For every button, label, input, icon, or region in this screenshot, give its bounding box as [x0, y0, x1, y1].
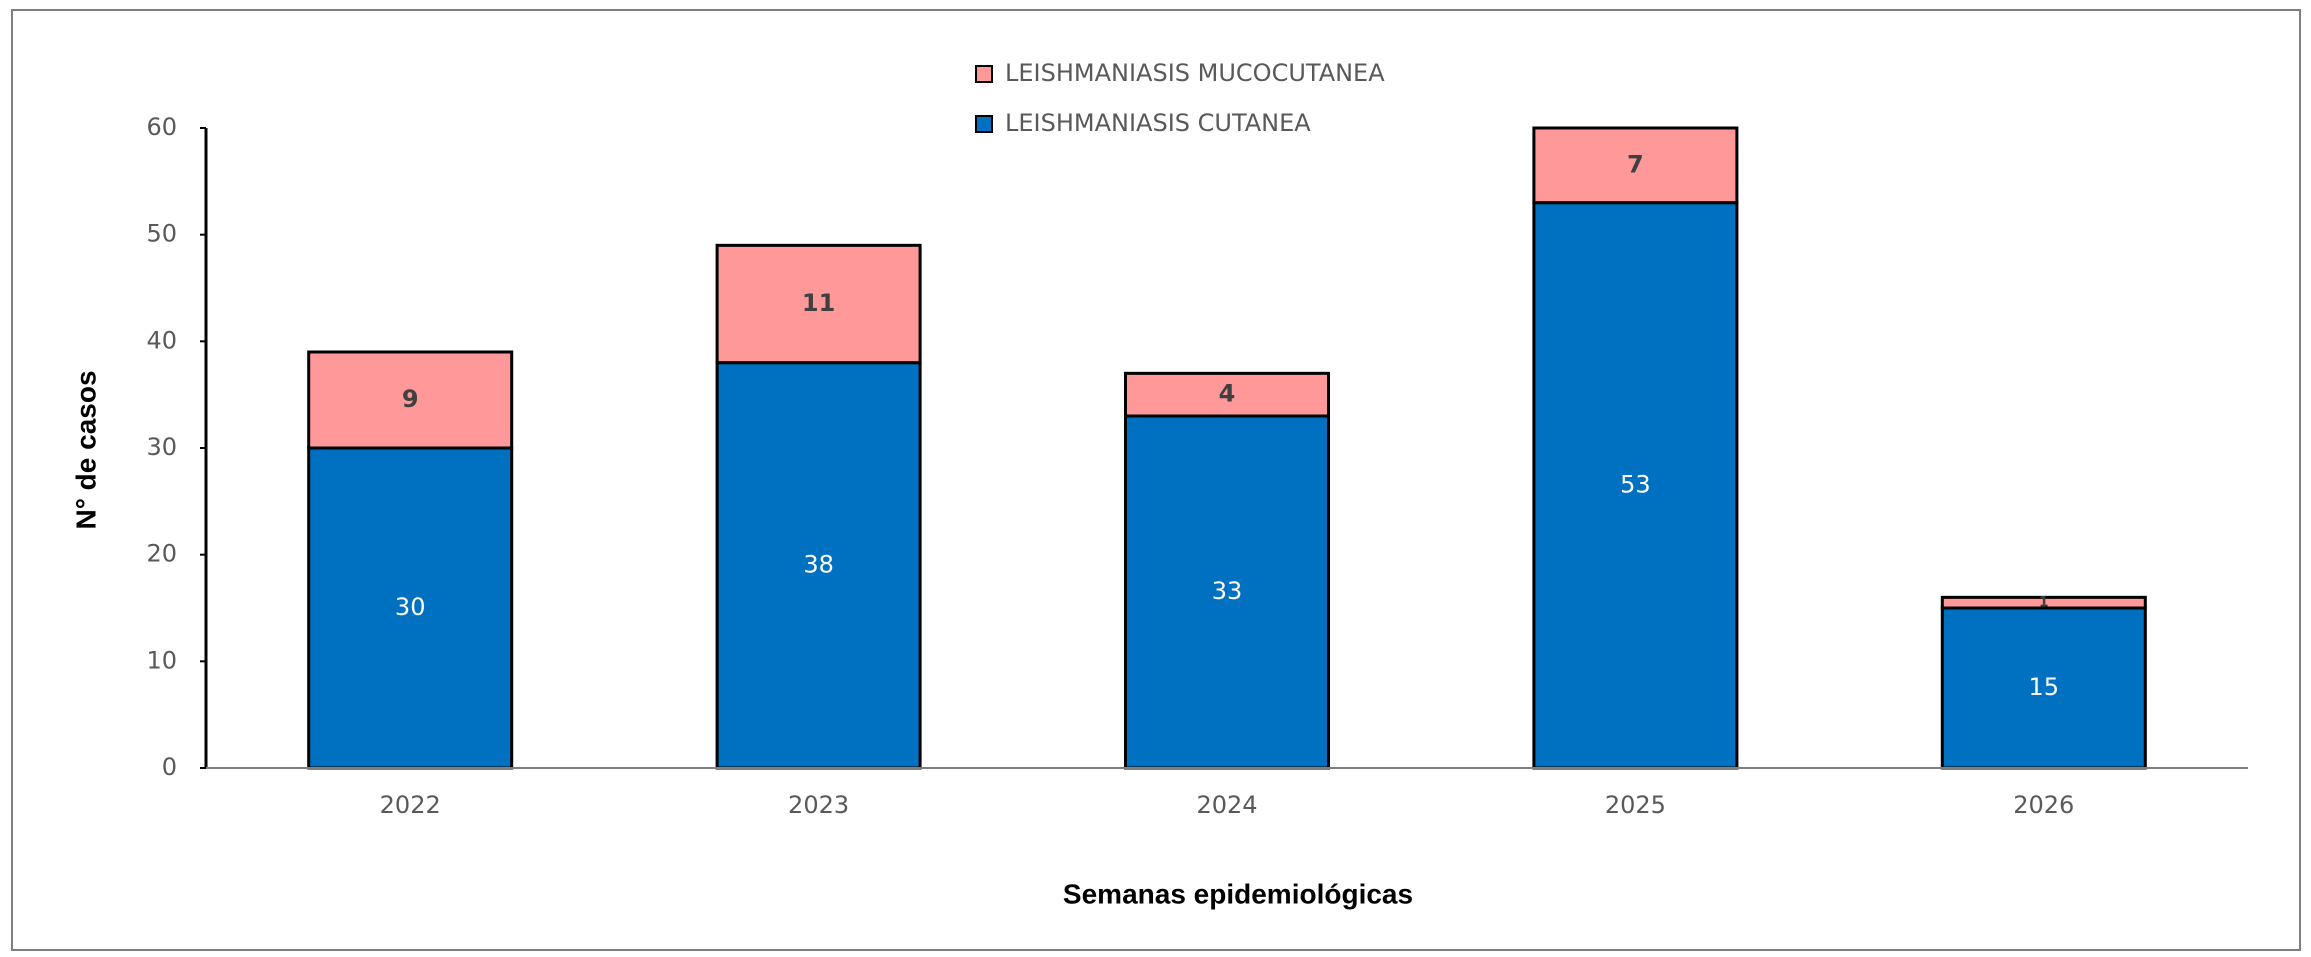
bar-segment — [1124, 414, 1330, 770]
data-label: 11 — [802, 289, 835, 317]
bar-segment — [715, 361, 922, 770]
y-tick-label: 40 — [146, 326, 177, 354]
bar-segment — [307, 446, 514, 770]
y-tick-label: 10 — [146, 646, 177, 674]
x-tick-label: 2023 — [788, 791, 849, 819]
y-tick-label: 30 — [146, 433, 177, 461]
bar-segment — [1532, 126, 1739, 205]
y-axis-title: N° de casos — [70, 370, 101, 529]
x-tick-label: 2024 — [1196, 791, 1257, 819]
bar-segment — [715, 243, 922, 365]
bar-segment — [307, 350, 514, 450]
y-tick-label: 0 — [162, 753, 177, 781]
data-label: 30 — [395, 593, 426, 621]
x-axis-title: Semanas epidemiológicas — [1063, 878, 1413, 909]
data-label: 9 — [402, 385, 419, 413]
bar-segment — [1940, 606, 2147, 770]
data-label: 53 — [1620, 470, 1651, 498]
legend-swatch — [975, 115, 993, 133]
data-label: 7 — [1627, 150, 1644, 178]
legend-swatch — [975, 65, 993, 83]
x-tick-label: 2026 — [2013, 791, 2074, 819]
y-tick-label: 20 — [146, 540, 177, 568]
data-label: 15 — [2029, 673, 2060, 701]
data-label: 1 — [2039, 595, 2049, 611]
data-label: 38 — [803, 550, 834, 578]
y-tick-label: 60 — [146, 113, 177, 141]
y-tick-label: 50 — [146, 220, 177, 248]
x-tick-label: 2025 — [1605, 791, 1666, 819]
bar-segment — [1532, 201, 1739, 770]
x-tick-label: 2022 — [380, 791, 441, 819]
data-label: 4 — [1219, 380, 1236, 408]
legend-label: LEISHMANIASIS CUTANEA — [1005, 109, 1311, 137]
bar-segment — [1940, 595, 2147, 610]
bar-segment — [1124, 371, 1330, 418]
legend-label: LEISHMANIASIS MUCOCUTANEA — [1005, 59, 1385, 87]
data-label: 33 — [1212, 577, 1243, 605]
